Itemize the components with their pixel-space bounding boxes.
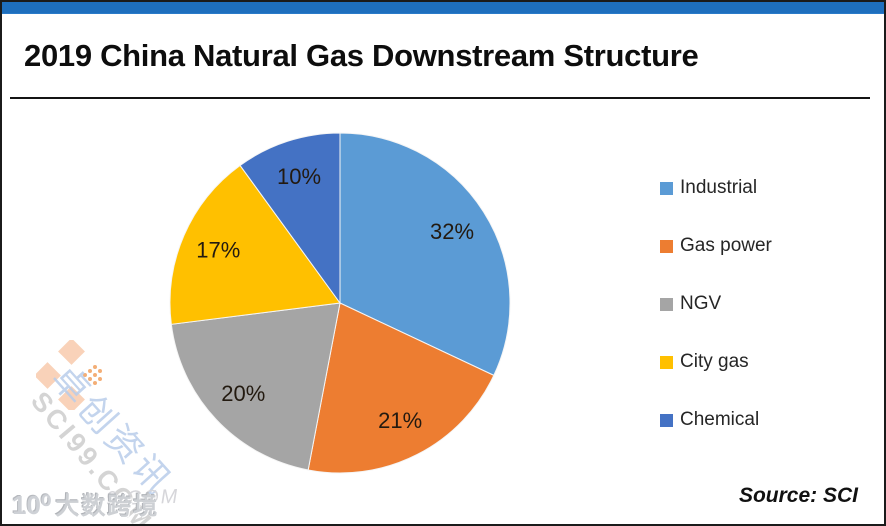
pie-data-label-city-gas: 17% bbox=[196, 237, 240, 262]
legend-swatch-chemical bbox=[660, 413, 673, 427]
legend-swatch-city-gas bbox=[660, 355, 673, 369]
title-separator-line bbox=[10, 97, 870, 99]
pie-slice-ngv[interactable] bbox=[170, 302, 341, 471]
legend-item-gas-power[interactable]: Gas power bbox=[660, 235, 772, 256]
top-accent-bar bbox=[2, 2, 884, 14]
legend-label-industrial: Industrial bbox=[680, 177, 758, 198]
sci-diamond-logo-watermark bbox=[36, 340, 102, 410]
pie-slice-industrial[interactable] bbox=[339, 132, 511, 377]
pie-data-label-ngv: 20% bbox=[221, 381, 265, 406]
legend-label-gas-power: Gas power bbox=[680, 235, 772, 256]
pie-data-label-chemical: 10% bbox=[277, 164, 321, 189]
pie-slice-gas-power[interactable] bbox=[307, 302, 495, 474]
watermark-bottom-logo: 10⁰ bbox=[12, 490, 52, 520]
watermark-bottom: 10⁰ 大数跨境 bbox=[12, 486, 159, 521]
watermark-bottom-chinese-text: 大数跨境 bbox=[55, 493, 160, 520]
legend-label-city-gas: City gas bbox=[680, 351, 749, 372]
pie-slice-city-gas[interactable] bbox=[169, 164, 341, 325]
legend-item-ngv[interactable]: NGV bbox=[660, 293, 772, 314]
pie-slice-chemical[interactable] bbox=[239, 132, 341, 305]
legend-swatch-gas-power bbox=[660, 239, 673, 253]
pie-data-label-gas-power: 21% bbox=[378, 408, 422, 433]
legend-swatch-industrial bbox=[660, 181, 673, 195]
source-note: Source: SCI bbox=[738, 484, 858, 507]
legend-item-city-gas[interactable]: City gas bbox=[660, 351, 772, 372]
chart-title: 2019 China Natural Gas Downstream Struct… bbox=[24, 38, 699, 73]
legend-swatch-ngv bbox=[660, 297, 673, 311]
legend-label-chemical: Chemical bbox=[680, 409, 760, 430]
pie-data-label-industrial: 32% bbox=[430, 219, 474, 244]
legend-item-chemical[interactable]: Chemical bbox=[660, 409, 772, 430]
legend: Industrial Gas power NGV City gas Chemical bbox=[660, 177, 772, 430]
legend-label-ngv: NGV bbox=[680, 293, 722, 314]
legend-item-industrial[interactable]: Industrial bbox=[660, 177, 772, 198]
